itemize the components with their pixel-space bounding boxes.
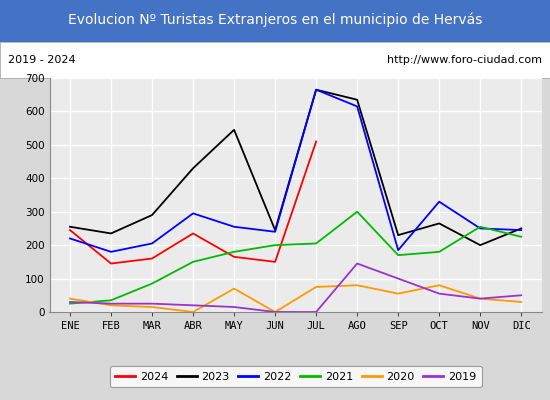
Legend: 2024, 2023, 2022, 2021, 2020, 2019: 2024, 2023, 2022, 2021, 2020, 2019 [109, 366, 482, 387]
Text: Evolucion Nº Turistas Extranjeros en el municipio de Hervás: Evolucion Nº Turistas Extranjeros en el … [68, 13, 482, 28]
Text: 2019 - 2024: 2019 - 2024 [8, 55, 76, 65]
Text: http://www.foro-ciudad.com: http://www.foro-ciudad.com [387, 55, 542, 65]
